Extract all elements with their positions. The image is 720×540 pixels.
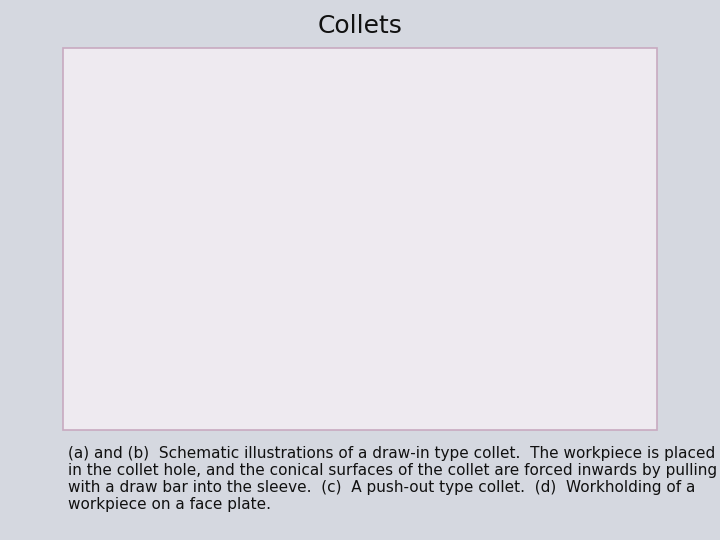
Text: workpiece on a face plate.: workpiece on a face plate. xyxy=(68,497,271,512)
Text: with a draw bar into the sleeve.  (c)  A push-out type collet.  (d)  Workholding: with a draw bar into the sleeve. (c) A p… xyxy=(68,480,696,495)
FancyBboxPatch shape xyxy=(63,48,657,430)
Text: in the collet hole, and the conical surfaces of the collet are forced inwards by: in the collet hole, and the conical surf… xyxy=(68,463,720,478)
Text: (a) and (b)  Schematic illustrations of a draw-in type collet.  The workpiece is: (a) and (b) Schematic illustrations of a… xyxy=(68,446,715,461)
Text: Collets: Collets xyxy=(318,14,402,38)
